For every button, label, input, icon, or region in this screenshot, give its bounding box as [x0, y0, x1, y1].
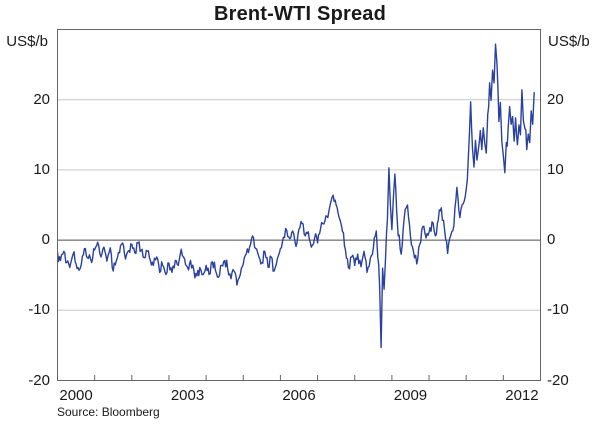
x-tick-label-2006: 2006	[282, 387, 316, 404]
plot-frame	[57, 29, 541, 381]
x-axis-ticks	[94, 375, 504, 380]
y-tick-label-right--10: -10	[547, 301, 569, 319]
x-tick-label-2009: 2009	[393, 387, 428, 404]
series-brent-wti-spread	[57, 43, 535, 349]
y-tick-label-right-0: 0	[547, 231, 556, 249]
y-tick-label-right--20: -20	[547, 371, 569, 389]
y-tick-label-left-10: 10	[33, 160, 50, 178]
y-tick-label-right-20: 20	[547, 90, 564, 108]
y-tick-label-right-10: 10	[547, 160, 564, 178]
y-tick-label-left-0: 0	[41, 231, 50, 249]
gridlines	[57, 99, 541, 311]
y-tick-label-left--10: -10	[28, 301, 50, 319]
y-axis-unit-left: US$/b	[6, 33, 48, 50]
y-tick-label-left-20: 20	[33, 90, 50, 108]
x-tick-label-2003: 2003	[170, 387, 205, 404]
x-tick-label-2012: 2012	[505, 387, 539, 404]
source-note: Source: Bloomberg	[57, 405, 160, 419]
chart-title: Brent-WTI Spread	[213, 3, 387, 25]
y-axis-unit-right: US$/b	[548, 33, 590, 50]
y-tick-label-left--20: -20	[28, 371, 50, 389]
x-tick-label-2000: 2000	[59, 387, 93, 404]
